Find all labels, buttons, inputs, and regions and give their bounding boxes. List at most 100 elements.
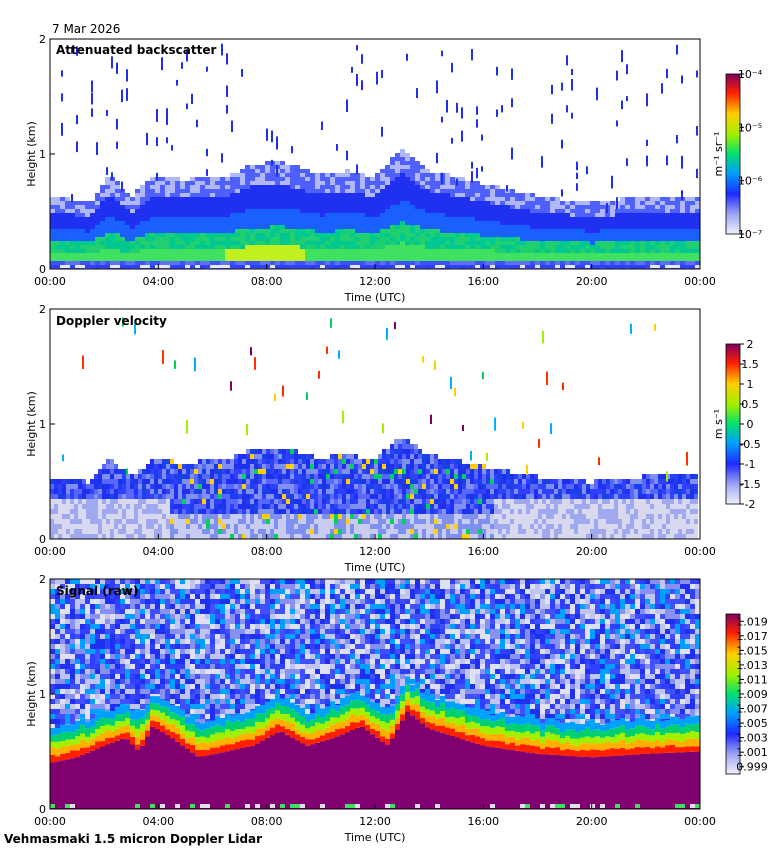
- backscatter-cell: [665, 257, 670, 261]
- backscatter-cell: [260, 217, 265, 221]
- backscatter-noise: [681, 75, 683, 84]
- doppler-cell: [366, 499, 370, 504]
- doppler-cell: [234, 494, 238, 499]
- backscatter-cell: [450, 237, 455, 241]
- backscatter-cell: [675, 213, 680, 217]
- backscatter-cell: [65, 229, 70, 233]
- backscatter-cell: [280, 185, 285, 189]
- backscatter-cell: [455, 249, 460, 253]
- backscatter-cell: [130, 261, 135, 265]
- doppler-cell: [210, 529, 214, 534]
- backscatter-cell: [185, 209, 190, 213]
- backscatter-cell: [620, 237, 625, 241]
- backscatter-ground: [365, 265, 370, 268]
- backscatter-cell: [330, 245, 335, 249]
- backscatter-cell: [65, 225, 70, 229]
- backscatter-cell: [405, 153, 410, 157]
- backscatter-cell: [690, 233, 695, 237]
- backscatter-cell: [185, 213, 190, 217]
- backscatter-cell: [570, 261, 575, 265]
- backscatter-cell: [440, 261, 445, 265]
- backscatter-cell: [175, 177, 180, 181]
- backscatter-cell: [115, 213, 120, 217]
- doppler-cell: [498, 489, 502, 494]
- backscatter-ground: [385, 265, 390, 268]
- backscatter-cell: [440, 217, 445, 221]
- backscatter-cell: [525, 261, 530, 265]
- doppler-cell: [182, 474, 186, 479]
- backscatter-cell: [600, 245, 605, 249]
- backscatter-ground: [145, 265, 150, 268]
- backscatter-cell: [220, 237, 225, 241]
- backscatter-cell: [235, 261, 240, 265]
- backscatter-cell: [385, 173, 390, 177]
- backscatter-cell: [155, 225, 160, 229]
- backscatter-cell: [265, 197, 270, 201]
- doppler-cell: [458, 489, 462, 494]
- backscatter-cell: [405, 189, 410, 193]
- doppler-cell: [174, 534, 178, 539]
- backscatter-noise: [241, 69, 243, 77]
- backscatter-cell: [190, 245, 195, 249]
- doppler-cell: [154, 484, 158, 489]
- backscatter-cell: [650, 249, 655, 253]
- doppler-cell: [58, 519, 62, 524]
- doppler-cell: [138, 514, 142, 519]
- doppler-cell: [290, 454, 294, 459]
- doppler-cell: [282, 454, 286, 459]
- backscatter-cell: [385, 225, 390, 229]
- backscatter-cell: [335, 173, 340, 177]
- doppler-cell: [482, 499, 486, 504]
- backscatter-cell: [435, 229, 440, 233]
- doppler-cell: [266, 484, 270, 489]
- backscatter-noise: [566, 55, 568, 66]
- backscatter-cell: [545, 249, 550, 253]
- backscatter-cell: [545, 233, 550, 237]
- backscatter-cell: [330, 261, 335, 265]
- backscatter-cell: [270, 205, 275, 209]
- backscatter-heatmap: [50, 43, 700, 269]
- backscatter-cell: [315, 257, 320, 261]
- backscatter-cell: [125, 217, 130, 221]
- backscatter-cell: [160, 257, 165, 261]
- doppler-cell: [158, 469, 162, 474]
- doppler-cell: [162, 529, 166, 534]
- backscatter-cell: [95, 209, 100, 213]
- doppler-cell: [62, 504, 66, 509]
- doppler-cell: [234, 479, 238, 484]
- doppler-cell: [182, 524, 186, 529]
- doppler-cell: [194, 494, 198, 499]
- doppler-cell: [214, 479, 218, 484]
- backscatter-cell: [615, 241, 620, 245]
- doppler-cell: [186, 464, 190, 469]
- backscatter-cell: [250, 249, 255, 253]
- doppler-cell: [422, 459, 426, 464]
- doppler-cell: [422, 509, 426, 514]
- backscatter-cell: [465, 213, 470, 217]
- backscatter-cell: [420, 261, 425, 265]
- doppler-cell: [378, 509, 382, 514]
- backscatter-cell: [75, 249, 80, 253]
- backscatter-cell: [375, 189, 380, 193]
- backscatter-cell: [170, 253, 175, 257]
- backscatter-cell: [345, 233, 350, 237]
- backscatter-cell: [460, 233, 465, 237]
- backscatter-cell: [125, 245, 130, 249]
- doppler-cell: [214, 459, 218, 464]
- backscatter-cell: [480, 205, 485, 209]
- doppler-cell: [102, 529, 106, 534]
- doppler-cell: [130, 524, 134, 529]
- backscatter-cell: [625, 205, 630, 209]
- backscatter-cell: [655, 225, 660, 229]
- backscatter-cell: [470, 189, 475, 193]
- doppler-cell: [390, 444, 394, 449]
- backscatter-cell: [605, 253, 610, 257]
- doppler-cell: [130, 474, 134, 479]
- doppler-cell: [206, 464, 210, 469]
- backscatter-cell: [605, 201, 610, 205]
- backscatter-cell: [280, 173, 285, 177]
- backscatter-cell: [475, 185, 480, 189]
- backscatter-cell: [195, 225, 200, 229]
- doppler-cell: [210, 494, 214, 499]
- doppler-cell: [114, 494, 118, 499]
